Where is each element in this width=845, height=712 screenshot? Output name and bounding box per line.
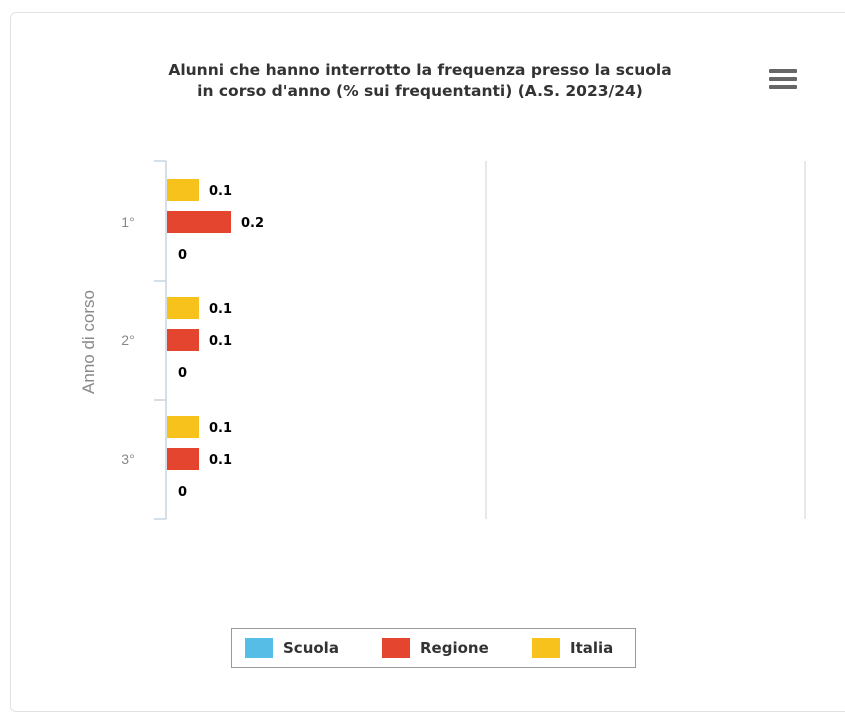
bar-italia-3[interactable] xyxy=(167,416,199,438)
data-label-scuola-3: 0 xyxy=(178,485,187,500)
legend-swatch-italia xyxy=(532,638,560,658)
chart-card xyxy=(10,12,845,712)
legend-item-scuola[interactable]: Scuola xyxy=(245,637,339,659)
hamburger-menu-icon[interactable] xyxy=(768,69,798,91)
data-label-regione-1: 0.2 xyxy=(241,216,264,231)
data-label-italia-1: 0.1 xyxy=(209,184,232,199)
category-label-2: 2° xyxy=(121,332,134,348)
category-label-1: 1° xyxy=(121,214,134,230)
legend-item-italia[interactable]: Italia xyxy=(532,637,613,659)
legend-label-regione: Regione xyxy=(420,639,489,657)
bar-italia-2[interactable] xyxy=(167,297,199,319)
y-axis-title: Anno di corso xyxy=(79,290,98,394)
data-label-italia-3: 0.1 xyxy=(209,421,232,436)
data-label-regione-3: 0.1 xyxy=(209,453,232,468)
bar-regione-1[interactable] xyxy=(167,211,231,233)
chart-legend: Scuola Regione Italia xyxy=(231,628,636,668)
bar-regione-3[interactable] xyxy=(167,448,199,470)
data-label-italia-2: 0.1 xyxy=(209,302,232,317)
bar-italia-1[interactable] xyxy=(167,179,199,201)
legend-swatch-scuola xyxy=(245,638,273,658)
data-label-scuola-2: 0 xyxy=(178,366,187,381)
data-label-regione-2: 0.1 xyxy=(209,334,232,349)
legend-label-scuola: Scuola xyxy=(283,639,339,657)
bar-regione-2[interactable] xyxy=(167,329,199,351)
data-label-scuola-1: 0 xyxy=(178,248,187,263)
chart-title-line-2: in corso d'anno (% sui frequentanti) (A.… xyxy=(197,82,643,100)
chart-title-line-1: Alunni che hanno interrotto la frequenza… xyxy=(168,61,672,79)
category-label-3: 3° xyxy=(121,451,134,467)
legend-swatch-regione xyxy=(382,638,410,658)
chart-title: Alunni che hanno interrotto la frequenza… xyxy=(90,60,750,102)
legend-label-italia: Italia xyxy=(570,639,614,657)
legend-item-regione[interactable]: Regione xyxy=(382,637,489,659)
